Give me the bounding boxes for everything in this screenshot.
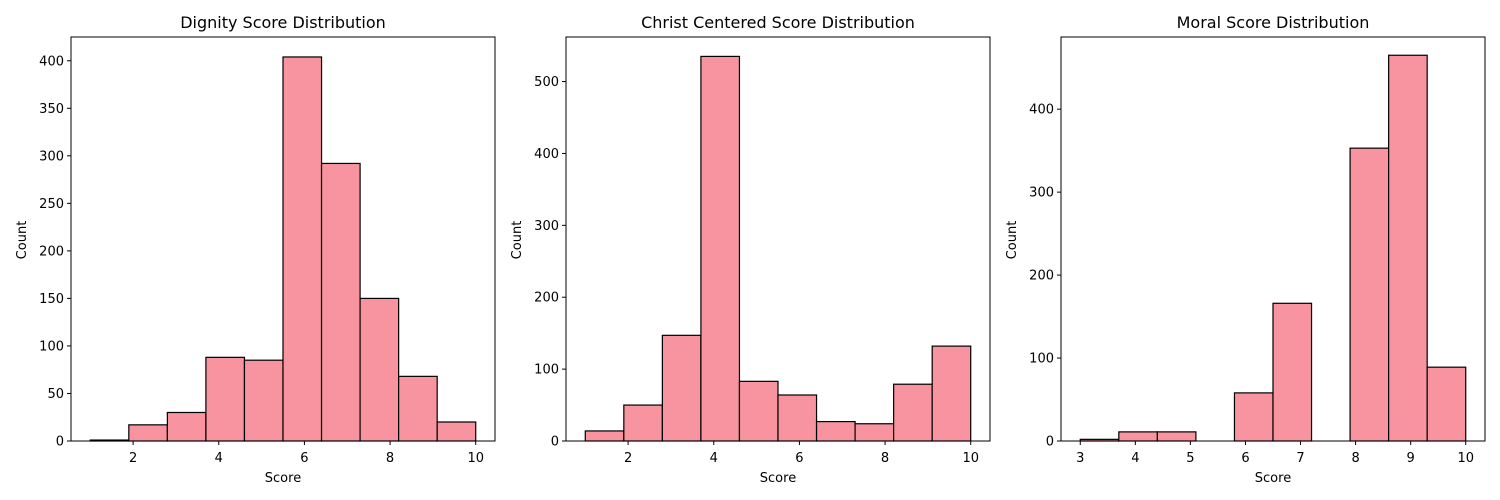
x-axis-label: Score bbox=[760, 471, 796, 486]
plot-frame bbox=[565, 36, 991, 442]
y-tick-label: 500 bbox=[534, 75, 559, 90]
histogram-bar bbox=[931, 345, 972, 442]
y-axis-label: Count bbox=[1005, 221, 1020, 260]
dignity-score-histogram: Dignity Score Distribution Score Count 2… bbox=[15, 13, 496, 486]
histogram-bar bbox=[1272, 302, 1313, 442]
x-tick-label: 4 bbox=[710, 451, 718, 466]
x-axis-label: Score bbox=[265, 471, 301, 486]
chart-title: Dignity Score Distribution bbox=[180, 13, 386, 32]
histogram-bar bbox=[661, 334, 702, 442]
x-tick-label: 6 bbox=[795, 451, 803, 466]
x-tick-label: 8 bbox=[386, 451, 394, 466]
y-axis-label: Count bbox=[510, 221, 525, 260]
histogram-bar bbox=[700, 55, 741, 442]
y-tick-label: 100 bbox=[534, 363, 559, 378]
histogram-bar bbox=[738, 380, 779, 442]
histogram-bar bbox=[1233, 392, 1274, 442]
histogram-bar bbox=[1349, 147, 1390, 442]
x-tick-label: 2 bbox=[129, 451, 137, 466]
y-tick-label: 200 bbox=[534, 291, 559, 306]
y-tick-label: 300 bbox=[534, 219, 559, 234]
y-tick-label: 250 bbox=[39, 197, 64, 212]
histogram-bar bbox=[777, 394, 818, 442]
chart-title: Christ Centered Score Distribution bbox=[641, 13, 915, 32]
histogram-bar bbox=[436, 421, 477, 442]
x-tick-label: 6 bbox=[1241, 451, 1249, 466]
christ-centered-score-histogram: Christ Centered Score Distribution Score… bbox=[510, 13, 991, 486]
y-tick-label: 200 bbox=[39, 244, 64, 259]
x-tick-label: 4 bbox=[215, 451, 223, 466]
histogram-bar bbox=[320, 162, 361, 442]
chart-title: Moral Score Distribution bbox=[1177, 13, 1370, 32]
y-tick-label: 350 bbox=[39, 102, 64, 117]
x-tick-label: 10 bbox=[1457, 451, 1474, 466]
histogram-bar bbox=[1118, 431, 1158, 442]
y-tick-label: 400 bbox=[39, 54, 64, 69]
y-tick-label: 300 bbox=[1029, 186, 1054, 201]
y-axis-label: Count bbox=[15, 221, 30, 260]
x-tick-label: 5 bbox=[1186, 451, 1194, 466]
x-axis-label: Score bbox=[1255, 471, 1291, 486]
x-tick-label: 2 bbox=[624, 451, 632, 466]
y-tick-label: 100 bbox=[1029, 352, 1054, 367]
x-tick-label: 8 bbox=[1351, 451, 1359, 466]
plot-frame bbox=[70, 36, 496, 442]
histogram-bar bbox=[815, 420, 856, 442]
y-tick-label: 200 bbox=[1029, 269, 1054, 284]
y-tick-label: 300 bbox=[39, 149, 64, 164]
x-tick-label: 10 bbox=[962, 451, 979, 466]
y-tick-label: 400 bbox=[1029, 103, 1054, 118]
x-tick-label: 9 bbox=[1407, 451, 1415, 466]
histogram-bar bbox=[359, 297, 400, 442]
x-tick-label: 4 bbox=[1131, 451, 1139, 466]
histogram-bar bbox=[1156, 431, 1197, 442]
x-tick-label: 10 bbox=[467, 451, 484, 466]
y-tick-label: 50 bbox=[47, 387, 64, 402]
histogram-bar bbox=[128, 424, 168, 442]
plot-frame bbox=[1060, 36, 1486, 442]
histogram-bar bbox=[623, 404, 663, 442]
histogram-bar bbox=[398, 375, 438, 442]
y-tick-label: 0 bbox=[1046, 435, 1054, 450]
y-tick-label: 150 bbox=[39, 292, 64, 307]
histogram-bar bbox=[243, 359, 284, 442]
histogram-bar bbox=[282, 56, 323, 442]
histogram-bar bbox=[584, 430, 625, 442]
x-tick-label: 3 bbox=[1076, 451, 1084, 466]
x-tick-label: 7 bbox=[1296, 451, 1304, 466]
histogram-bar bbox=[854, 423, 895, 442]
histogram-bar bbox=[1426, 366, 1467, 442]
histogram-bar bbox=[1388, 54, 1428, 442]
x-tick-label: 6 bbox=[300, 451, 308, 466]
y-tick-label: 0 bbox=[56, 435, 64, 450]
y-tick-label: 0 bbox=[551, 435, 559, 450]
histogram-bar bbox=[166, 411, 207, 442]
x-tick-label: 8 bbox=[881, 451, 889, 466]
moral-score-histogram: Moral Score Distribution Score Count 3 4 5… bbox=[1005, 13, 1486, 486]
histogram-bar bbox=[893, 383, 933, 442]
y-tick-label: 400 bbox=[534, 147, 559, 162]
histogram-bar bbox=[205, 356, 246, 442]
y-tick-label: 100 bbox=[39, 339, 64, 354]
